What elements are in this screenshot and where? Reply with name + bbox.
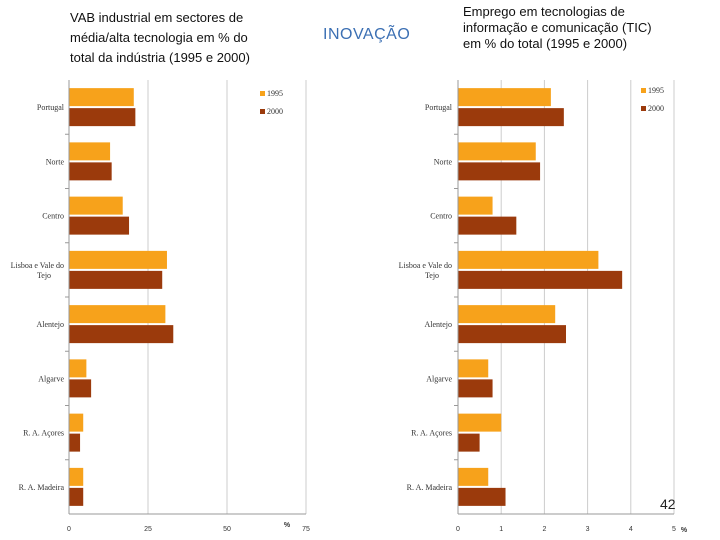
chart1-tick-label: 25 bbox=[144, 526, 152, 533]
chart1-bar-2000 bbox=[69, 216, 130, 235]
chart1-legend-swatch-1995 bbox=[260, 91, 265, 96]
chart1-bar-2000 bbox=[69, 487, 84, 506]
chart2-tick-label: 2 bbox=[542, 526, 546, 533]
chart1-tick-label: 0 bbox=[67, 526, 71, 533]
chart2-category-label: Algarve bbox=[426, 374, 452, 383]
chart2-category-label: Portugal bbox=[425, 103, 453, 112]
chart2-bar-2000 bbox=[458, 325, 566, 344]
chart1-category-label: Norte bbox=[46, 157, 65, 166]
chart2-tick-label: 0 bbox=[456, 526, 460, 533]
right-chart-title: Emprego em tecnologias de informação e c… bbox=[463, 4, 652, 51]
chart1-bar-1995 bbox=[69, 88, 134, 107]
chart1-bar-2000 bbox=[69, 379, 92, 398]
chart2-category-label: Lisboa e Vale do Tejo bbox=[399, 261, 452, 280]
chart2-bar-2000 bbox=[458, 216, 517, 235]
chart1-bar-1995 bbox=[69, 413, 84, 432]
chart2-category-label: R. A. Açores bbox=[411, 429, 452, 438]
chart1-bar-1995 bbox=[69, 359, 87, 378]
chart1-category-label: Centro bbox=[42, 212, 64, 221]
chart1-bar-1995 bbox=[69, 250, 167, 269]
chart1-bar-1995 bbox=[69, 305, 166, 324]
chart2-bar-2000 bbox=[458, 379, 493, 398]
chart1-category-label: R. A. Açores bbox=[23, 429, 64, 438]
chart2-category-label: Centro bbox=[430, 212, 452, 221]
chart2-legend-swatch-1995 bbox=[641, 88, 646, 93]
chart2-legend-swatch-2000 bbox=[641, 106, 646, 111]
chart2-tick-label: 1 bbox=[499, 526, 503, 533]
chart2-bar-1995 bbox=[458, 413, 502, 432]
chart2-x-axis-label: % bbox=[681, 527, 688, 534]
chart1-bar-2000 bbox=[69, 270, 163, 289]
chart1-legend-label-1995: 1995 bbox=[267, 89, 283, 98]
page-number: 42 bbox=[660, 496, 676, 512]
chart1-bar-1995 bbox=[69, 467, 84, 486]
chart1-category-label: R. A. Madeira bbox=[19, 483, 65, 492]
chart1-bar-2000 bbox=[69, 162, 112, 181]
left-chart-title: VAB industrial em sectores de média/alta… bbox=[70, 10, 250, 65]
chart2-category-label: Alentejo bbox=[424, 320, 452, 329]
chart1-bar-2000 bbox=[69, 325, 174, 344]
chart2-bar-1995 bbox=[458, 305, 556, 324]
section-title: INOVAÇÃO bbox=[323, 26, 411, 43]
chart1-legend-swatch-2000 bbox=[260, 109, 265, 114]
chart2-category-label: R. A. Madeira bbox=[407, 483, 453, 492]
chart1-category-label: Alentejo bbox=[36, 320, 64, 329]
chart1-category-label: Portugal bbox=[37, 103, 65, 112]
chart2-bar-2000 bbox=[458, 487, 506, 506]
chart2-tick-label: 4 bbox=[629, 526, 633, 533]
chart2-tick-label: 5 bbox=[672, 526, 676, 533]
chart1-x-axis-label: % bbox=[284, 522, 291, 529]
chart2-bar-1995 bbox=[458, 250, 599, 269]
chart2-bar-1995 bbox=[458, 88, 551, 107]
chart1-category-label: Algarve bbox=[38, 374, 64, 383]
chart2-bar-2000 bbox=[458, 270, 623, 289]
chart1-legend-label-2000: 2000 bbox=[267, 107, 283, 116]
chart1-bar-2000 bbox=[69, 108, 136, 127]
chart2-bar-1995 bbox=[458, 196, 493, 215]
chart1-tick-label: 50 bbox=[223, 526, 231, 533]
chart2-bar-1995 bbox=[458, 359, 489, 378]
chart2-bar-2000 bbox=[458, 162, 541, 181]
chart1-category-label: Lisboa e Vale do Tejo bbox=[11, 261, 64, 280]
chart2-bar-2000 bbox=[458, 108, 564, 127]
chart2-legend-label-1995: 1995 bbox=[648, 86, 664, 95]
chart2-category-label: Norte bbox=[434, 157, 453, 166]
chart1-bar-1995 bbox=[69, 142, 111, 161]
chart2-bar-1995 bbox=[458, 467, 489, 486]
chart1-tick-label: 75 bbox=[302, 526, 310, 533]
chart1-bar-2000 bbox=[69, 433, 81, 452]
chart2-bar-1995 bbox=[458, 142, 536, 161]
chart1-bar-1995 bbox=[69, 196, 123, 215]
chart2-bar-2000 bbox=[458, 433, 480, 452]
chart2-legend-label-2000: 2000 bbox=[648, 104, 664, 113]
chart2-tick-label: 3 bbox=[586, 526, 590, 533]
